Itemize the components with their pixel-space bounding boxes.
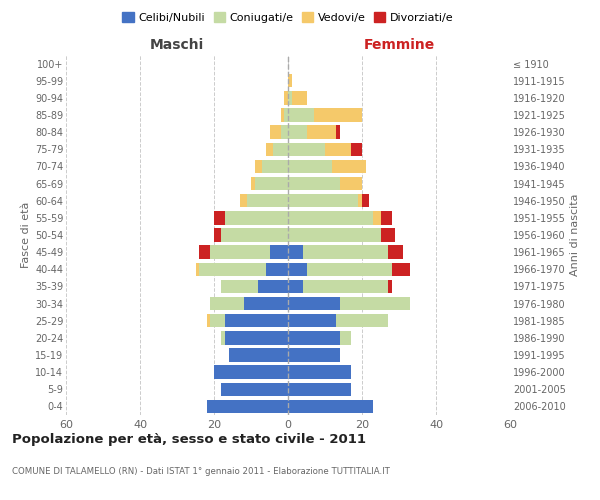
Text: Popolazione per età, sesso e stato civile - 2011: Popolazione per età, sesso e stato civil… [12,432,366,446]
Bar [288,228,380,241]
Bar [307,126,336,139]
Bar [225,211,288,224]
Bar [273,142,288,156]
Y-axis label: Anni di nascita: Anni di nascita [570,194,580,276]
Bar [340,297,410,310]
Bar [281,126,288,139]
Bar [214,211,225,224]
Bar [262,160,288,173]
Bar [221,382,288,396]
Bar [288,160,332,173]
Bar [284,108,288,122]
Bar [288,108,314,122]
Bar [325,142,351,156]
Bar [292,91,307,104]
Bar [266,262,288,276]
Bar [332,160,366,173]
Bar [210,297,244,310]
Bar [259,280,288,293]
Y-axis label: Fasce di età: Fasce di età [20,202,31,268]
Text: COMUNE DI TALAMELLO (RN) - Dati ISTAT 1° gennaio 2011 - Elaborazione TUTTITALIA.: COMUNE DI TALAMELLO (RN) - Dati ISTAT 1°… [12,468,390,476]
Bar [288,400,373,413]
Bar [269,246,288,259]
Bar [303,280,388,293]
Bar [307,262,392,276]
Bar [288,177,340,190]
Bar [388,280,392,293]
Bar [388,246,403,259]
Bar [284,91,288,104]
Legend: Celibi/Nubili, Coniugati/e, Vedovi/e, Divorziati/e: Celibi/Nubili, Coniugati/e, Vedovi/e, Di… [118,8,458,28]
Bar [221,228,288,241]
Bar [380,228,395,241]
Bar [255,160,262,173]
Bar [392,262,410,276]
Bar [225,314,288,328]
Bar [240,194,247,207]
Bar [288,297,340,310]
Bar [288,348,340,362]
Bar [221,280,259,293]
Bar [351,142,362,156]
Bar [214,228,221,241]
Bar [340,177,362,190]
Bar [254,177,288,190]
Text: Femmine: Femmine [364,38,434,52]
Bar [281,108,284,122]
Bar [336,314,388,328]
Bar [288,74,292,88]
Bar [221,331,225,344]
Bar [206,400,288,413]
Bar [210,246,269,259]
Bar [225,331,288,344]
Bar [362,194,370,207]
Bar [340,331,351,344]
Bar [269,126,281,139]
Bar [336,126,340,139]
Bar [247,194,288,207]
Text: Maschi: Maschi [150,38,204,52]
Bar [288,262,307,276]
Bar [214,366,288,379]
Bar [288,382,351,396]
Bar [288,142,325,156]
Bar [373,211,380,224]
Bar [229,348,288,362]
Bar [288,331,340,344]
Bar [358,194,362,207]
Bar [288,194,358,207]
Bar [244,297,288,310]
Bar [199,246,210,259]
Bar [266,142,273,156]
Bar [303,246,388,259]
Bar [288,211,373,224]
Bar [380,211,392,224]
Bar [288,314,336,328]
Bar [206,314,210,328]
Bar [288,280,303,293]
Bar [288,91,292,104]
Bar [196,262,199,276]
Bar [251,177,254,190]
Bar [199,262,266,276]
Bar [314,108,362,122]
Bar [288,246,303,259]
Bar [210,314,225,328]
Bar [288,126,307,139]
Bar [288,366,351,379]
